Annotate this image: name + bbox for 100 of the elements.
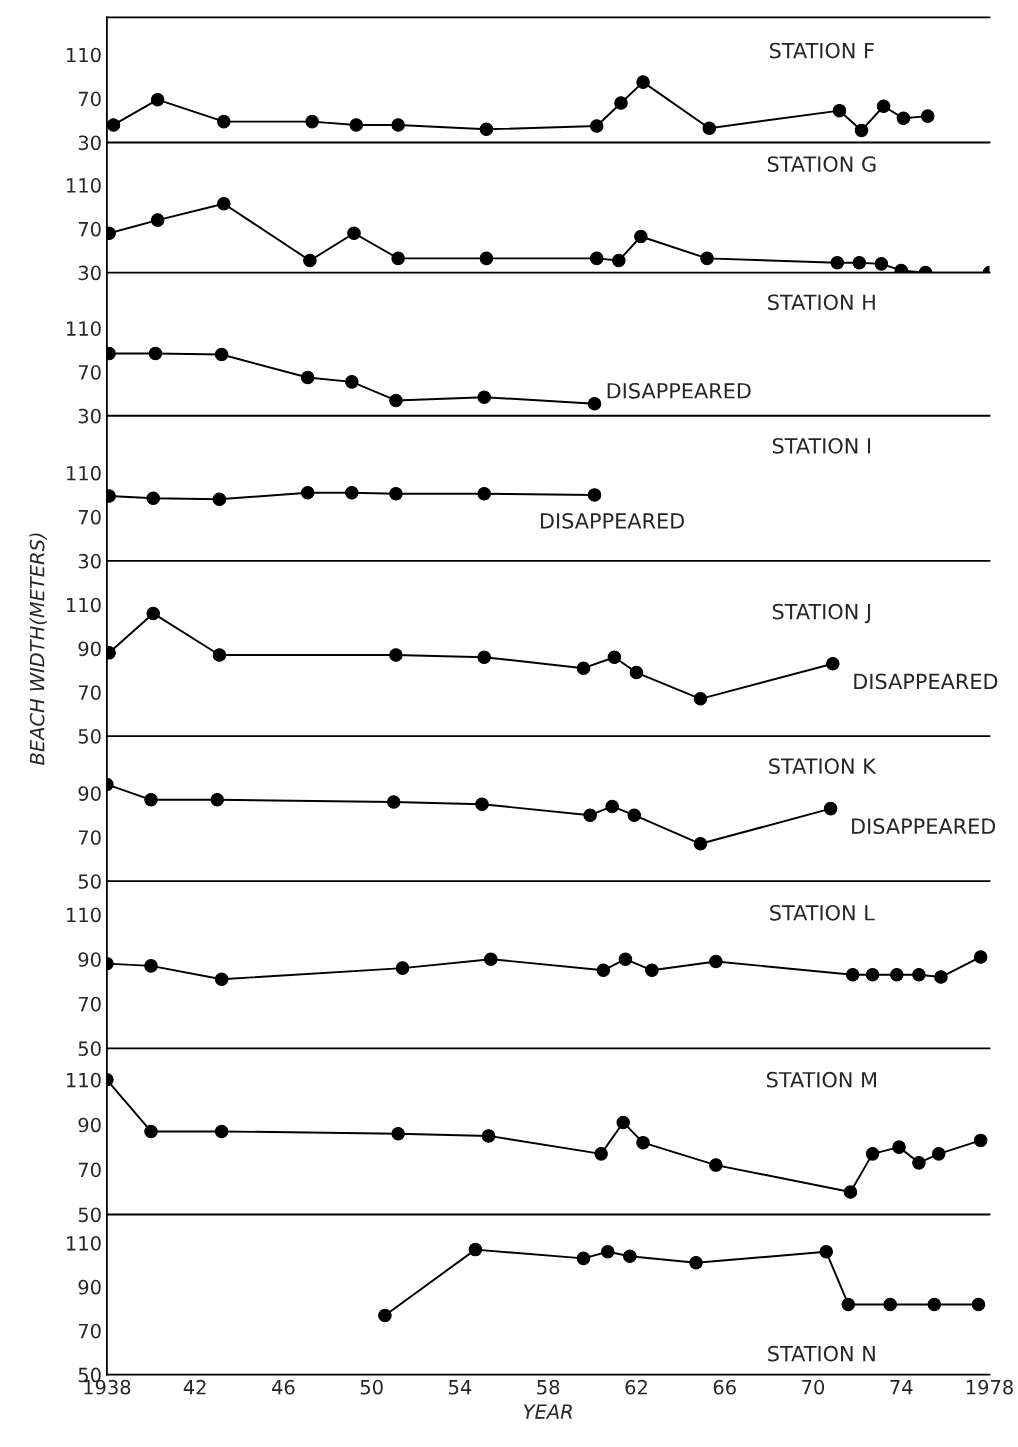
point (629, 665, 644, 680)
point (389, 648, 403, 662)
y-tick-label: 90 (78, 952, 101, 967)
y-tick-label: 70 (78, 91, 101, 107)
point (634, 229, 648, 244)
x-tick-label: 54 (449, 1380, 472, 1395)
point (347, 226, 361, 241)
y-tick-label: 70 (78, 221, 101, 237)
point (144, 793, 158, 807)
point (212, 648, 227, 662)
annotation: DISAPPEARED (541, 512, 685, 529)
y-tick-label: 110 (67, 907, 101, 923)
y-axis-title: BEACH WIDTH(METERS) (29, 533, 47, 765)
point (217, 196, 231, 211)
y-tick-label: 70 (78, 830, 101, 845)
point (587, 396, 602, 411)
point (214, 972, 229, 987)
point (300, 485, 315, 500)
y-tick-label: 90 (78, 1279, 101, 1295)
point (214, 347, 229, 362)
point (587, 488, 602, 502)
x-tick-label: 50 (360, 1379, 383, 1395)
text: STATION G (767, 156, 876, 172)
point (300, 370, 315, 385)
point (830, 255, 845, 270)
point (484, 952, 498, 966)
point (845, 968, 860, 982)
y-tick-label: 90 (78, 1117, 101, 1133)
text: STATION H (768, 294, 875, 311)
point (395, 961, 410, 975)
x-tick-label: 66 (713, 1379, 736, 1395)
y-tick-label: 110 (67, 597, 101, 613)
point (874, 257, 889, 271)
y-tick-label: 70 (78, 996, 101, 1012)
y-tick-label: 30 (78, 135, 101, 151)
y-tick-label: 50 (78, 1041, 101, 1056)
annotation: DISAPPEARED (607, 382, 751, 399)
point (479, 122, 494, 137)
text: STATION F (769, 42, 874, 59)
point (146, 606, 160, 621)
y-tick-label: 70 (78, 1162, 101, 1178)
point (345, 485, 359, 500)
point (391, 1126, 405, 1141)
point (601, 1245, 615, 1259)
point (973, 1133, 988, 1148)
point (389, 393, 403, 408)
x-tick-label: 62 (625, 1379, 647, 1395)
point (477, 487, 491, 501)
text: STATION J (772, 603, 871, 624)
x-tick-label: 74 (890, 1380, 913, 1395)
point (479, 251, 494, 266)
y-tick-label: 110 (67, 321, 101, 336)
point (596, 963, 611, 978)
point (636, 1135, 650, 1150)
y-tick-label: 70 (78, 509, 101, 525)
point (865, 1147, 880, 1161)
point (627, 808, 642, 822)
point (709, 954, 723, 969)
point (146, 491, 160, 505)
point (144, 1124, 158, 1139)
point (144, 959, 158, 973)
point (693, 837, 708, 851)
point (645, 963, 659, 978)
y-tick-label: 110 (67, 1072, 101, 1088)
point (594, 1147, 608, 1161)
point (623, 1249, 637, 1263)
point (865, 968, 880, 982)
point (823, 801, 838, 816)
point (636, 75, 650, 89)
point (618, 952, 633, 966)
y-tick-label: 90 (78, 641, 101, 657)
y-tick-label: 70 (78, 1323, 101, 1339)
point (477, 650, 491, 664)
annotation: DISAPPEARED (854, 673, 998, 690)
point (616, 1115, 630, 1130)
y-tick-label: 110 (67, 178, 101, 193)
text: STATION K (769, 758, 877, 775)
point (477, 390, 491, 404)
text: STATION N (768, 1345, 875, 1362)
x-tick-label: 70 (802, 1379, 825, 1395)
point (150, 213, 165, 227)
y-tick-label: 30 (78, 553, 101, 569)
x-tick-label: 46 (271, 1379, 295, 1395)
point (693, 692, 708, 706)
y-tick-label: 30 (78, 408, 101, 424)
point (576, 661, 591, 675)
point (349, 118, 363, 132)
point (896, 111, 911, 126)
point (391, 118, 405, 132)
point (841, 1297, 856, 1312)
point (106, 118, 121, 132)
point (973, 950, 988, 964)
y-tick-label: 70 (78, 685, 101, 700)
point (819, 1245, 833, 1259)
y-tick-label: 110 (67, 465, 101, 481)
point (890, 968, 904, 982)
x-axis-title: YEAR (523, 1404, 572, 1419)
point (971, 1297, 986, 1312)
point (843, 1185, 858, 1199)
point (826, 657, 840, 671)
